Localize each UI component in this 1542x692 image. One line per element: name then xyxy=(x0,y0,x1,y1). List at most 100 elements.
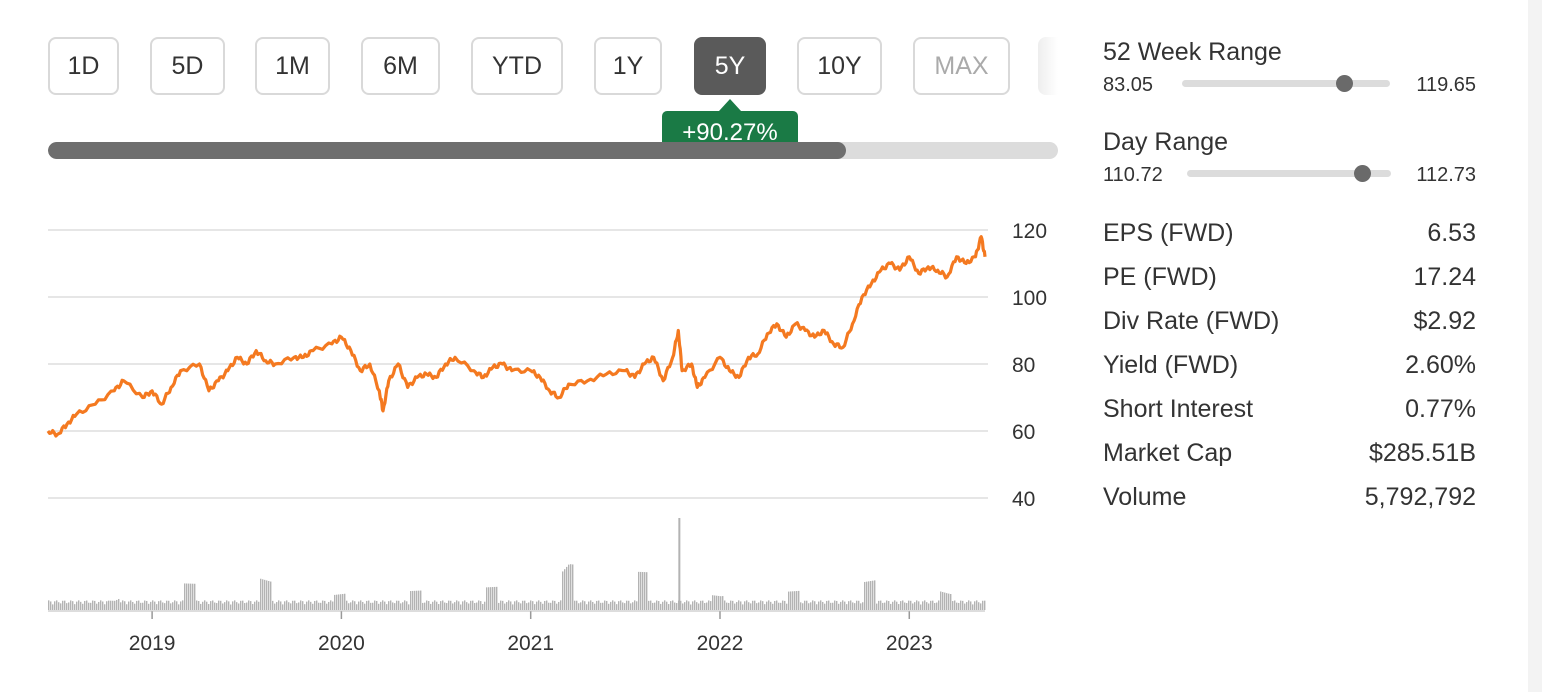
tab-1y[interactable]: 1Y xyxy=(594,37,662,95)
volume-bar xyxy=(258,601,260,610)
volume-bar xyxy=(74,604,76,610)
volume-bar xyxy=(510,601,512,610)
x-tick-label: 2023 xyxy=(886,632,933,655)
volume-bar xyxy=(476,602,478,610)
volume-bar xyxy=(964,603,966,610)
volume-bar xyxy=(438,604,440,610)
volume-bar xyxy=(838,603,840,610)
volume-bar xyxy=(974,601,976,610)
volume-bar xyxy=(712,595,714,610)
volume-bar xyxy=(658,601,660,610)
volume-bar xyxy=(142,602,144,610)
volume-bar xyxy=(340,594,342,610)
y-tick-label: 80 xyxy=(1012,354,1035,377)
volume-bar xyxy=(520,603,522,610)
tab-10y[interactable]: 10Y xyxy=(797,37,882,95)
tab-5y[interactable]: 5Y xyxy=(694,37,766,95)
volume-bar xyxy=(844,601,846,610)
volume-bar xyxy=(394,603,396,610)
volume-bar xyxy=(778,602,780,610)
tab-ytd[interactable]: YTD xyxy=(471,37,563,95)
volume-bar xyxy=(322,600,324,610)
stat-value-yield: 2.60% xyxy=(1405,351,1476,379)
volume-bar xyxy=(164,603,166,610)
volume-bar xyxy=(404,600,406,610)
volume-bar xyxy=(634,600,636,610)
tab-max[interactable]: MAX xyxy=(913,37,1010,95)
volume-bar xyxy=(498,602,500,610)
volume-bar xyxy=(186,583,188,610)
volume-bar xyxy=(980,603,982,610)
volume-bar xyxy=(914,602,916,610)
page-scrollbar[interactable] xyxy=(1528,0,1542,692)
volume-bar xyxy=(442,600,444,610)
volume-bar xyxy=(688,601,690,610)
volume-bar xyxy=(128,601,130,610)
x-tick-label: 2022 xyxy=(697,632,744,655)
volume-bar xyxy=(970,601,972,610)
tab-1d[interactable]: 1D xyxy=(48,37,119,95)
volume-bar xyxy=(196,600,198,610)
volume-bar xyxy=(862,602,864,610)
volume-bar xyxy=(154,601,156,610)
volume-bar xyxy=(162,602,164,610)
volume-bar xyxy=(754,600,756,610)
volume-bar xyxy=(894,600,896,610)
volume-bar xyxy=(166,600,168,610)
volume-bar xyxy=(556,603,558,610)
volume-bar xyxy=(488,587,490,610)
volume-bar xyxy=(646,572,648,610)
y-tick-label: 120 xyxy=(1012,220,1047,243)
volume-bar xyxy=(416,590,418,610)
volume-bar xyxy=(724,600,726,610)
volume-bar xyxy=(210,601,212,610)
volume-bar xyxy=(954,600,956,610)
volume-bar xyxy=(686,600,688,610)
volume-bar xyxy=(718,595,720,610)
volume-bar xyxy=(576,600,578,610)
volume-bar xyxy=(870,581,872,610)
volume-bar xyxy=(572,564,574,610)
volume-bar xyxy=(960,600,962,610)
volume-bar xyxy=(934,603,936,610)
volume-bar xyxy=(814,601,816,610)
tab-6m[interactable]: 6M xyxy=(361,37,440,95)
volume-bar xyxy=(534,604,536,610)
volume-bar xyxy=(104,604,106,610)
volume-bar xyxy=(732,600,734,610)
volume-bar xyxy=(612,600,614,610)
volume-bar xyxy=(966,602,968,610)
volume-bar xyxy=(560,600,562,610)
volume-bar xyxy=(384,601,386,610)
timeline-scrubber[interactable] xyxy=(48,142,1058,159)
volume-bar xyxy=(106,601,108,610)
volume-bar xyxy=(252,604,254,610)
volume-bar xyxy=(728,602,730,610)
volume-bar xyxy=(306,601,308,610)
volume-bar xyxy=(398,600,400,610)
volume-bar xyxy=(396,600,398,610)
volume-bar xyxy=(296,603,298,610)
day-high: 112.73 xyxy=(1416,164,1476,186)
volume-bar xyxy=(808,603,810,610)
volume-bar xyxy=(884,602,886,610)
volume-bar xyxy=(798,590,800,610)
volume-bar xyxy=(880,600,882,610)
tab-5d[interactable]: 5D xyxy=(150,37,225,95)
volume-bar xyxy=(928,603,930,610)
volume-bar xyxy=(504,603,506,610)
volume-bar xyxy=(830,602,832,610)
volume-bar xyxy=(192,583,194,610)
volume-bar xyxy=(146,600,148,610)
volume-bar xyxy=(756,603,758,610)
volume-bar xyxy=(692,601,694,610)
volume-bar xyxy=(622,602,624,610)
volume-bar xyxy=(912,603,914,610)
volume-bar xyxy=(760,600,762,610)
volume-bar xyxy=(548,602,550,610)
tab-1m[interactable]: 1M xyxy=(255,37,330,95)
volume-bar xyxy=(858,600,860,610)
volume-bar xyxy=(944,592,946,610)
volume-bar xyxy=(968,600,970,610)
volume-bar xyxy=(722,596,724,610)
